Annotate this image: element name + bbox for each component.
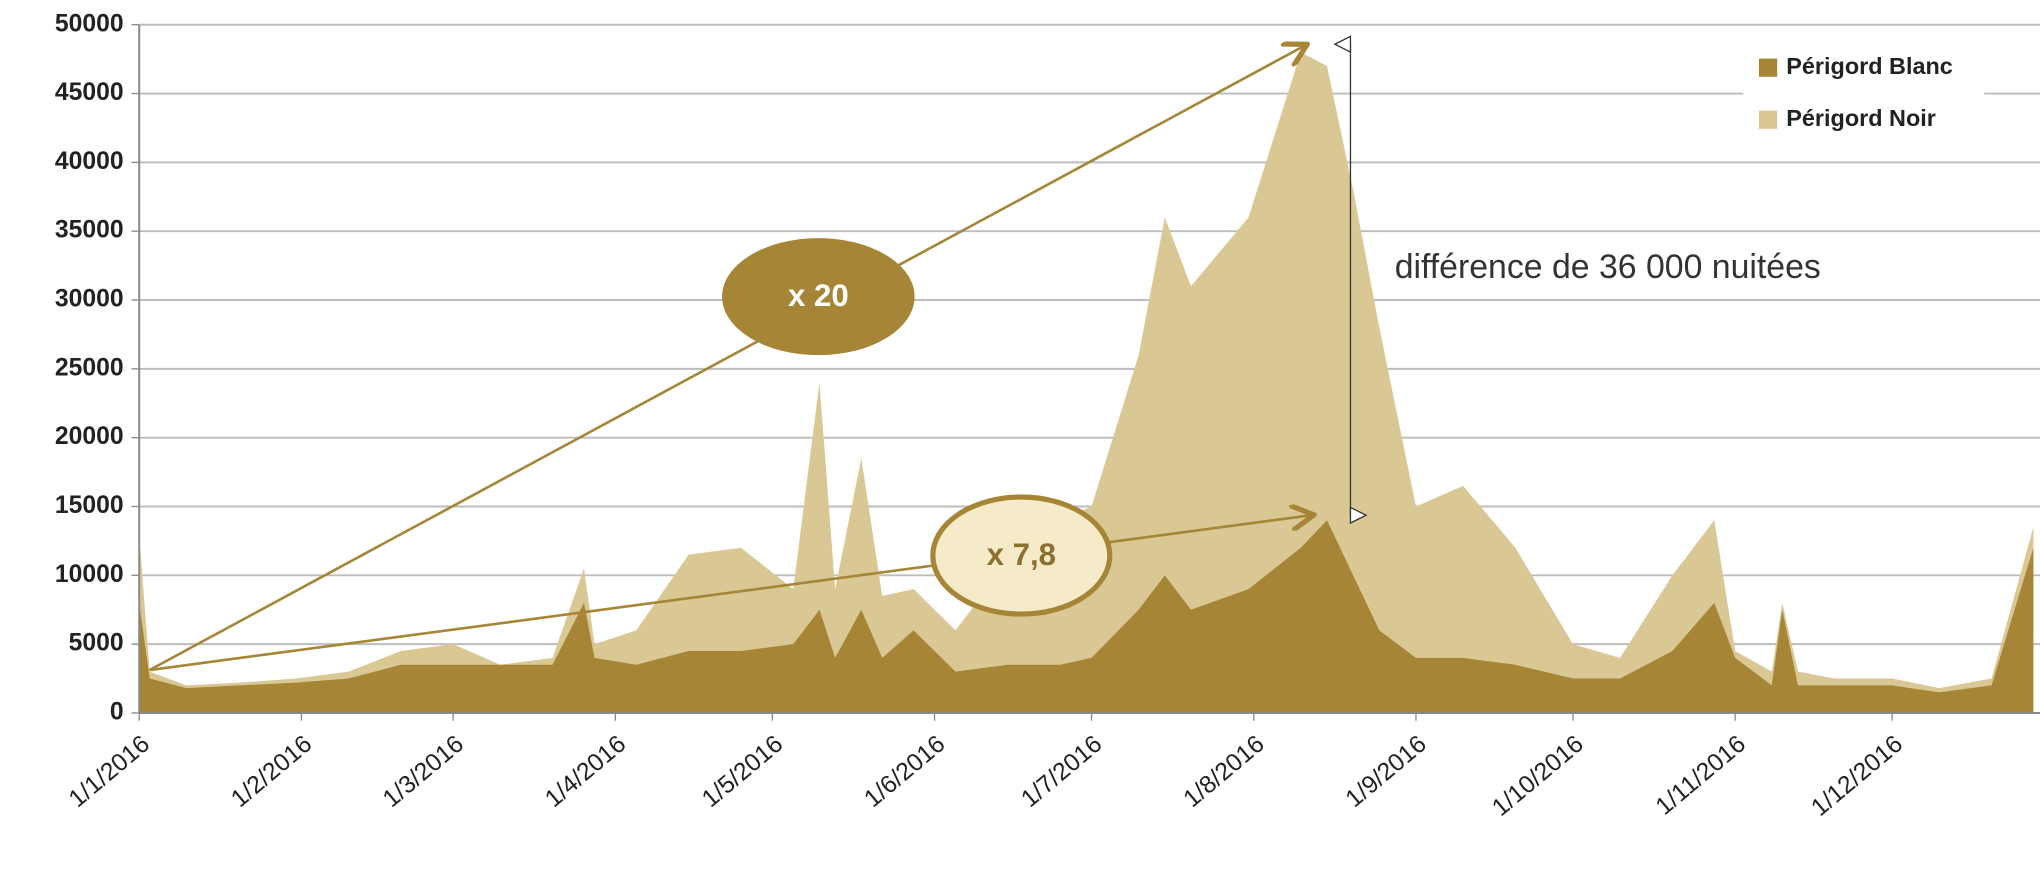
- y-tick-label: 40000: [55, 148, 124, 175]
- annotation: x 20: [788, 278, 849, 313]
- legend-swatch: [1758, 110, 1778, 129]
- x-tick-label: 1/1/2016: [64, 731, 155, 814]
- x-tick-label: 1/5/2016: [697, 731, 788, 814]
- y-tick-label: 15000: [55, 492, 124, 519]
- x-tick-label: 1/4/2016: [540, 731, 631, 814]
- y-tick-label: 10000: [55, 561, 124, 588]
- x-tick-label: 1/7/2016: [1016, 731, 1107, 814]
- annotation: x 7,8: [987, 537, 1056, 572]
- legend-swatch: [1758, 58, 1778, 77]
- area: [139, 52, 2034, 713]
- x-tick-label: 1/6/2016: [859, 731, 950, 814]
- arrow: [149, 515, 1312, 672]
- badge: [930, 494, 1113, 617]
- y-tick-label: 5000: [69, 630, 124, 657]
- badge: [722, 238, 915, 356]
- x-tick-label: 1/12/2016: [1806, 731, 1908, 822]
- y-tick-label: 45000: [55, 79, 124, 106]
- area: [139, 520, 2034, 713]
- x-tick-label: 1/10/2016: [1487, 731, 1589, 822]
- y-tick-label: 50000: [55, 10, 124, 37]
- y-tick-label: 35000: [55, 217, 124, 244]
- legend-box: [1743, 41, 1985, 149]
- y-tick-label: 20000: [55, 423, 124, 450]
- y-tick-label: 30000: [55, 286, 124, 313]
- x-tick-label: 1/8/2016: [1179, 731, 1270, 814]
- annotation: différence de 36 000 nuitées: [1395, 248, 1821, 286]
- x-tick-label: 1/9/2016: [1341, 731, 1432, 814]
- x-tick-label: 1/11/2016: [1651, 731, 1751, 821]
- x-tick-label: 1/2/2016: [226, 731, 317, 814]
- x-tick-label: 1/3/2016: [378, 731, 469, 814]
- arrow: [148, 46, 1305, 672]
- legend-label: Périgord Noir: [1786, 105, 1936, 131]
- legend-label: Périgord Blanc: [1786, 53, 1952, 79]
- y-tick-label: 25000: [55, 354, 124, 381]
- y-tick-label: 0: [110, 698, 124, 725]
